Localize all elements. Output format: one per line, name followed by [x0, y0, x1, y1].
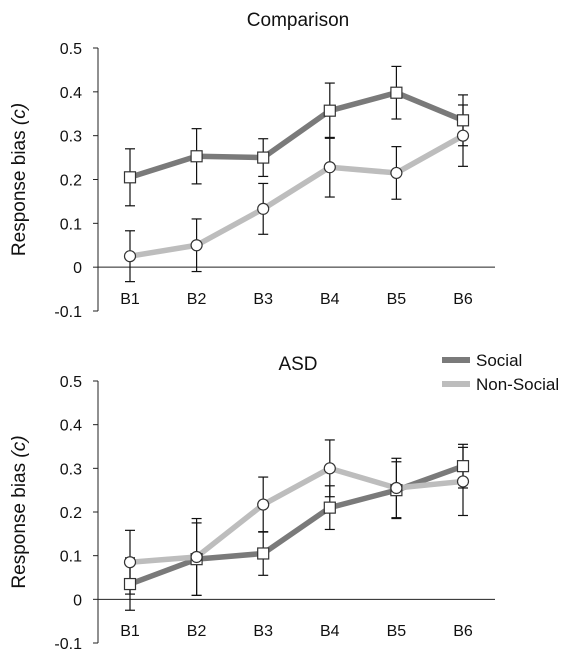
x-tick-label: B1: [120, 291, 140, 308]
data-point-square: [323, 104, 336, 117]
data-point-circle: [323, 161, 336, 174]
chart-panel-1: Comparison -0.1 0 0.1 0.2 0.3 0.4 0.5 Response b…: [9, 10, 495, 321]
data-point-circle: [456, 475, 470, 488]
y-tick-label: -0.1: [54, 304, 82, 321]
data-point-circle: [323, 462, 336, 475]
data-point-circle: [390, 166, 403, 180]
x-tick-label: B1: [120, 623, 140, 640]
chart-title: Comparison: [247, 10, 349, 31]
data-point-square: [390, 86, 403, 99]
data-point-square: [123, 171, 137, 184]
data-point-square: [456, 460, 470, 473]
data-point-square: [323, 501, 336, 514]
data-point-circle: [390, 481, 403, 495]
chart-panel-2: ASD -0.1 0 0.1 0.2 0.3 0.4 0.5 Response bias (c)…: [9, 354, 495, 653]
x-tick-label: B2: [187, 291, 207, 308]
y-tick-label: 0.3: [60, 129, 82, 146]
data-point-circle: [456, 129, 470, 142]
data-point-circle: [190, 239, 203, 252]
y-tick-label: 0: [73, 592, 82, 609]
data-point-square: [190, 150, 203, 163]
series-line-non-social: [129, 133, 465, 259]
x-tick-label: B6: [453, 291, 473, 308]
y-tick-label: 0.5: [60, 374, 82, 391]
x-tick-label: B4: [320, 623, 340, 640]
y-tick-label: 0.1: [60, 216, 82, 233]
y-tick-label: -0.1: [54, 636, 82, 653]
series-line-non-social: [129, 465, 464, 565]
data-point-square: [456, 114, 470, 127]
data-point-circle: [257, 202, 270, 215]
x-tick-label: B3: [253, 291, 273, 308]
data-point-circle: [257, 498, 270, 511]
y-axis-label: Response bias (c): [9, 435, 30, 588]
x-tick-label: B4: [320, 291, 340, 308]
data-point-square: [257, 151, 270, 164]
y-tick-label: 0.4: [60, 418, 82, 435]
y-tick-label: 0.1: [60, 549, 82, 566]
x-tick-label: B5: [387, 291, 407, 308]
legend-label: Social: [476, 351, 522, 370]
chart-title: ASD: [278, 354, 317, 375]
x-tick-label: B6: [453, 623, 473, 640]
y-axis-label: Response bias (c): [9, 103, 30, 256]
y-tick-label: 0.2: [60, 173, 82, 190]
x-tick-label: B2: [187, 623, 207, 640]
y-tick-label: 0.4: [60, 85, 82, 102]
data-point-square: [123, 577, 137, 591]
y-tick-label: 0.3: [60, 461, 82, 478]
series-line-social: [129, 89, 465, 180]
data-point-circle: [123, 250, 137, 263]
data-point-square: [257, 547, 270, 560]
y-tick-label: 0: [73, 260, 82, 277]
x-tick-label: B3: [253, 623, 273, 640]
legend-label: Non-Social: [476, 375, 559, 394]
data-point-circle: [123, 556, 137, 569]
data-point-circle: [190, 550, 203, 564]
x-tick-label: B5: [387, 623, 407, 640]
y-tick-label: 0.2: [60, 505, 82, 522]
legend: Social Non-Social: [442, 351, 559, 394]
y-tick-label: 0.5: [60, 41, 82, 58]
